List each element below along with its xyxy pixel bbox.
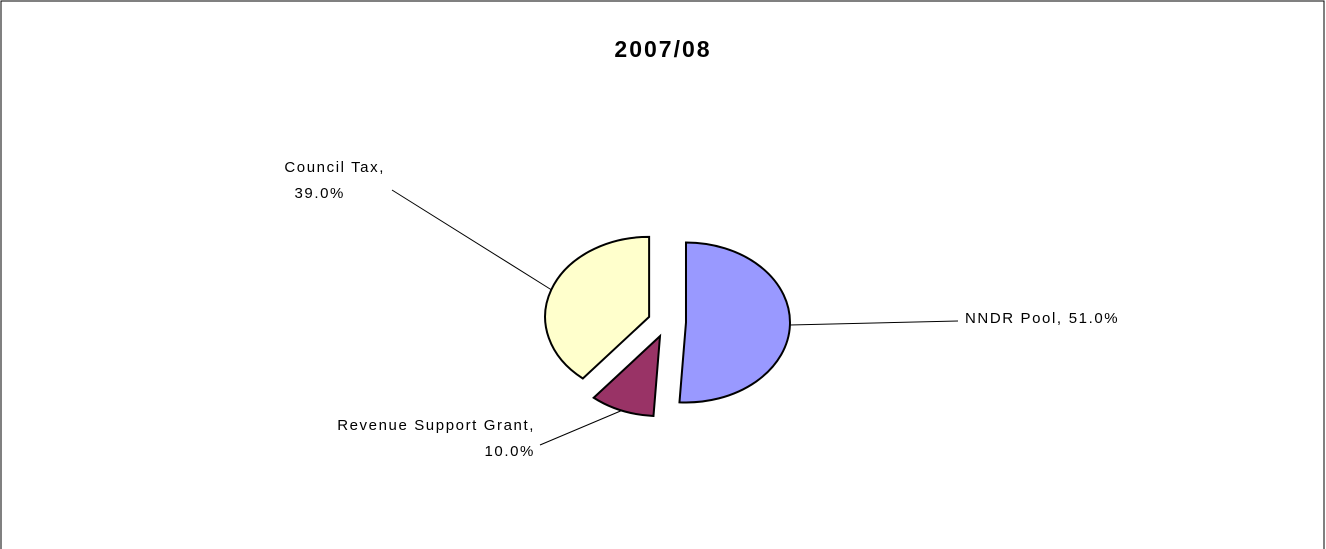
leader-line [539,410,622,446]
data-label: NNDR Pool, 51.0% [965,310,1119,327]
value-label: 51.0% [1069,310,1120,327]
value-label: 39.0% [294,185,345,202]
pie-slice [678,241,791,404]
category-label: Council Tax, [284,159,385,176]
data-label: Revenue Support Grant, 10.0% [337,417,535,460]
category-label: NNDR Pool, [965,310,1063,327]
value-label: 10.0% [484,443,535,460]
leader-line [391,189,552,291]
leader-line [789,320,959,326]
category-label: Revenue Support Grant, [337,417,535,434]
data-label: Council Tax, 39.0% [284,159,385,202]
chart-title: 2007/08 [614,36,711,62]
